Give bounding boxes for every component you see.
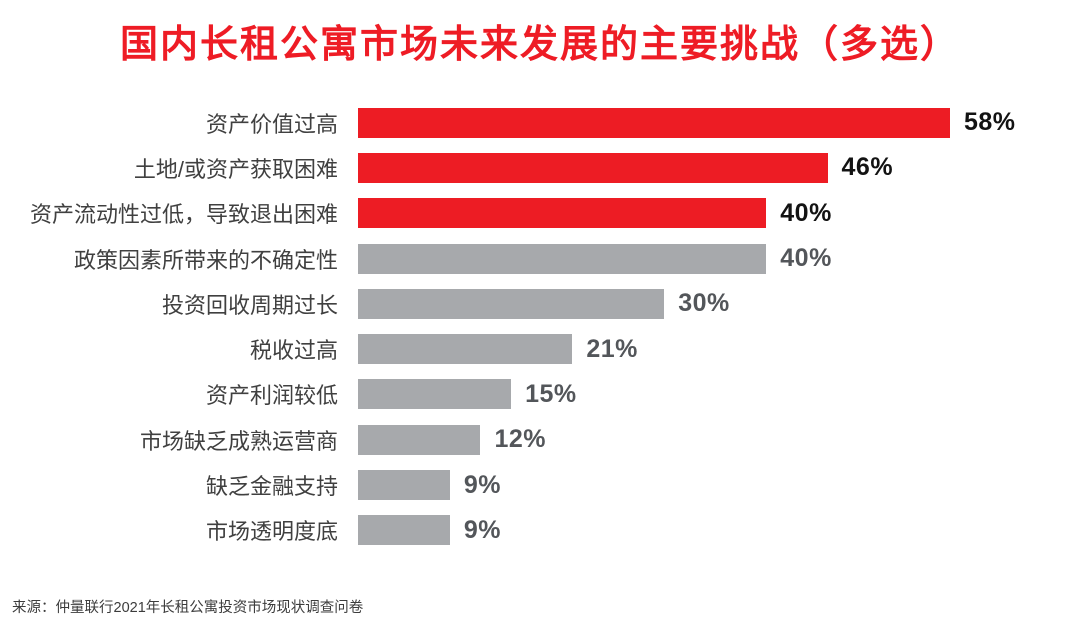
bar-chart: 资产价值过高 58% 土地/或资产获取困难 46% 资产流动性过低，导致退出困难… bbox=[0, 100, 1080, 553]
category-label: 政策因素所带来的不确定性 bbox=[73, 247, 338, 273]
category-label: 资产利润较低 bbox=[205, 383, 338, 409]
bar-segment bbox=[358, 152, 828, 183]
bar-segment bbox=[358, 379, 512, 410]
bar-row: 资产价值过高 58% bbox=[0, 100, 1080, 145]
category-label: 资产流动性过低，导致退出困难 bbox=[29, 202, 338, 228]
chart-title: 国内长租公寓市场未来发展的主要挑战（多选） bbox=[119, 24, 960, 66]
bar-segment bbox=[358, 107, 950, 138]
value-label: 9% bbox=[463, 515, 501, 544]
bar-row: 市场透明度底 9% bbox=[0, 508, 1080, 553]
category-label: 投资回收周期过长 bbox=[161, 292, 338, 318]
bar-row: 土地/或资产获取困难 46% bbox=[0, 145, 1080, 190]
source-note: 来源：仲量联行2021年长租公寓投资市场现状调查问卷 bbox=[12, 600, 364, 616]
value-label: 9% bbox=[463, 470, 501, 499]
value-label: 15% bbox=[525, 379, 577, 408]
value-label: 40% bbox=[780, 244, 832, 273]
bar-segment bbox=[358, 424, 481, 455]
bar-row: 缺乏金融支持 9% bbox=[0, 462, 1080, 507]
value-label: 21% bbox=[586, 334, 638, 363]
value-label: 40% bbox=[780, 198, 832, 227]
bar-row: 资产利润较低 15% bbox=[0, 372, 1080, 417]
bar-segment bbox=[358, 198, 767, 229]
value-label: 12% bbox=[494, 425, 547, 454]
category-label: 资产价值过高 bbox=[205, 111, 338, 137]
value-label: 58% bbox=[964, 108, 1016, 137]
value-label: 30% bbox=[678, 289, 730, 318]
bar-segment bbox=[358, 288, 665, 319]
value-label: 46% bbox=[841, 153, 894, 182]
bar-segment bbox=[358, 334, 573, 365]
category-label: 税收过高 bbox=[249, 338, 338, 364]
category-label: 市场缺乏成熟运营商 bbox=[139, 428, 338, 454]
bar-row: 市场缺乏成熟运营商 12% bbox=[0, 417, 1080, 462]
bar-row: 政策因素所带来的不确定性 40% bbox=[0, 236, 1080, 281]
category-label: 土地/或资产获取困难 bbox=[133, 156, 338, 182]
bar-segment bbox=[358, 243, 767, 274]
bar-segment bbox=[358, 470, 450, 501]
bar-row: 税收过高 21% bbox=[0, 326, 1080, 371]
category-label: 缺乏金融支持 bbox=[205, 474, 338, 500]
bar-row: 资产流动性过低，导致退出困难 40% bbox=[0, 191, 1080, 236]
bar-row: 投资回收周期过长 30% bbox=[0, 281, 1080, 326]
bar-segment bbox=[358, 515, 450, 546]
category-label: 市场透明度底 bbox=[205, 519, 338, 545]
